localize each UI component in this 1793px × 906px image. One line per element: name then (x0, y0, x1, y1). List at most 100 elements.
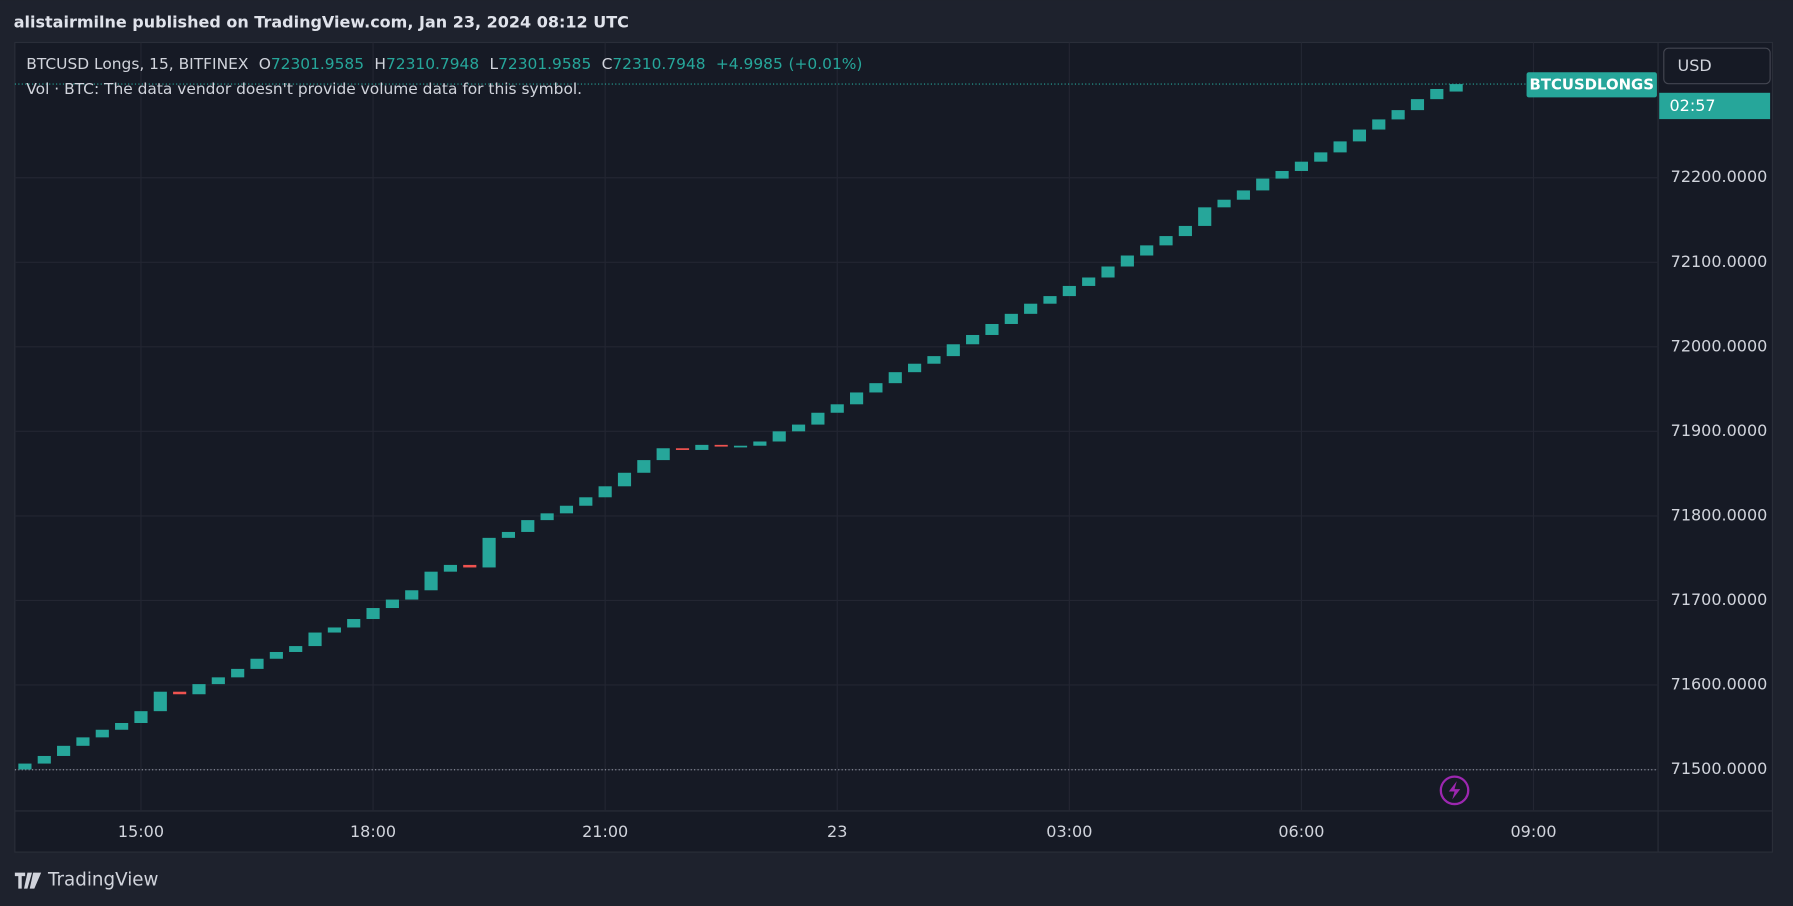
legend-o-label: O (259, 55, 271, 73)
candles (14, 83, 1659, 770)
currency-button[interactable] (1663, 47, 1771, 85)
candle-body (250, 658, 264, 669)
candle-body (1430, 88, 1444, 100)
candle-body (714, 444, 728, 447)
brand: TradingView (47, 870, 159, 891)
candle-body (1352, 129, 1367, 142)
candle-body (521, 520, 535, 532)
candle-body (1217, 199, 1231, 208)
candle-body (1236, 190, 1250, 200)
candle-body (211, 677, 225, 685)
brand-logo (14, 872, 42, 889)
candle-body (675, 448, 690, 450)
candle-body (1275, 170, 1289, 179)
legend-h-label: H (374, 55, 386, 73)
countdown-box (1659, 92, 1771, 120)
grid (14, 42, 1659, 811)
candle-body (1120, 255, 1134, 267)
candle-body (791, 424, 806, 432)
legend-change: +4.9985 (716, 55, 783, 73)
legend-change-pct: (+0.01%) (788, 55, 862, 73)
candle-body (424, 571, 438, 591)
candle-body (37, 755, 51, 764)
y-tick-label: 72000.0000 (1671, 336, 1768, 355)
candle-body (76, 737, 90, 746)
candle-body (18, 763, 32, 770)
legend-symbol: BTCUSD Longs, 15, BITFINEX (26, 55, 249, 73)
candle-body (598, 486, 612, 498)
candle-body (95, 729, 109, 738)
candle-body (733, 445, 748, 448)
candle-body (1294, 161, 1308, 171)
currency-label[interactable]: USD (1678, 56, 1712, 75)
symbol-tag: BTCUSDLONGS (1530, 75, 1654, 93)
candle-body (656, 448, 670, 461)
x-tick-label: 15:00 (118, 822, 164, 841)
candle-body (579, 497, 593, 506)
candle-body (1198, 207, 1212, 226)
x-tick-label: 23 (827, 822, 847, 841)
candle-body (985, 323, 999, 335)
symbol-tag-box (1526, 72, 1657, 98)
legend-h: 72310.7948 (386, 55, 479, 73)
candle-body (811, 412, 825, 425)
candle-body (289, 646, 303, 652)
legend-c-label: C (602, 55, 613, 73)
alert-bolt (1448, 781, 1461, 800)
candle-body (753, 441, 767, 446)
y-tick-label: 71700.0000 (1671, 590, 1768, 609)
x-tick-label: 03:00 (1046, 822, 1092, 841)
candle-body (231, 668, 245, 678)
candle-body (115, 722, 129, 730)
legend-l-label: L (489, 55, 498, 73)
candle-body (637, 460, 651, 473)
candle-body (617, 472, 632, 487)
x-tick-label: 21:00 (582, 822, 628, 841)
candle-body (559, 505, 574, 514)
candle-body (1314, 152, 1328, 162)
candle-body (869, 383, 883, 393)
candle-body (1024, 303, 1038, 314)
y-tick-label: 71500.0000 (1671, 759, 1768, 778)
alert-icon[interactable] (1439, 775, 1470, 806)
x-tick-label: 06:00 (1278, 822, 1324, 841)
candle-body (1101, 266, 1115, 278)
candle-body (1449, 84, 1463, 92)
y-tick-label: 71800.0000 (1671, 505, 1768, 524)
candle-body (946, 344, 960, 357)
candle-body (347, 619, 361, 628)
candle-body (1410, 99, 1425, 111)
candle-body (1140, 245, 1154, 256)
candle-body (134, 711, 148, 723)
legend: BTCUSD Longs, 15, BITFINEX O72301.9585 H72… (26, 55, 862, 73)
x-tick-label: 09:00 (1510, 822, 1556, 841)
candle-body (888, 372, 902, 384)
candle-body (269, 651, 283, 659)
candle-body (927, 356, 941, 364)
candle-body (1159, 236, 1173, 246)
candle-body (385, 599, 399, 609)
candle-body (908, 363, 922, 373)
candle-body (366, 608, 380, 620)
candle-body (695, 444, 709, 450)
candle-body (850, 392, 864, 405)
candle-body (1082, 277, 1096, 286)
candle-body (501, 531, 516, 538)
countdown: 02:57 (1670, 96, 1716, 115)
chart-frame (14, 41, 1773, 853)
candle-body (1178, 225, 1192, 237)
legend-o: 72301.9585 (271, 55, 364, 73)
y-tick-label: 71900.0000 (1671, 421, 1768, 440)
candle-body (443, 564, 457, 572)
candle-body (173, 691, 187, 695)
candle-body (830, 404, 844, 413)
candle-body (1062, 285, 1076, 297)
legend-c: 72310.7948 (612, 55, 705, 73)
y-tick-label: 71600.0000 (1671, 674, 1768, 693)
candle-body (482, 537, 496, 568)
candle-body (540, 513, 554, 521)
candle-body (1333, 141, 1347, 153)
legend-l: 72301.9585 (498, 55, 591, 73)
candle-body (405, 590, 419, 600)
